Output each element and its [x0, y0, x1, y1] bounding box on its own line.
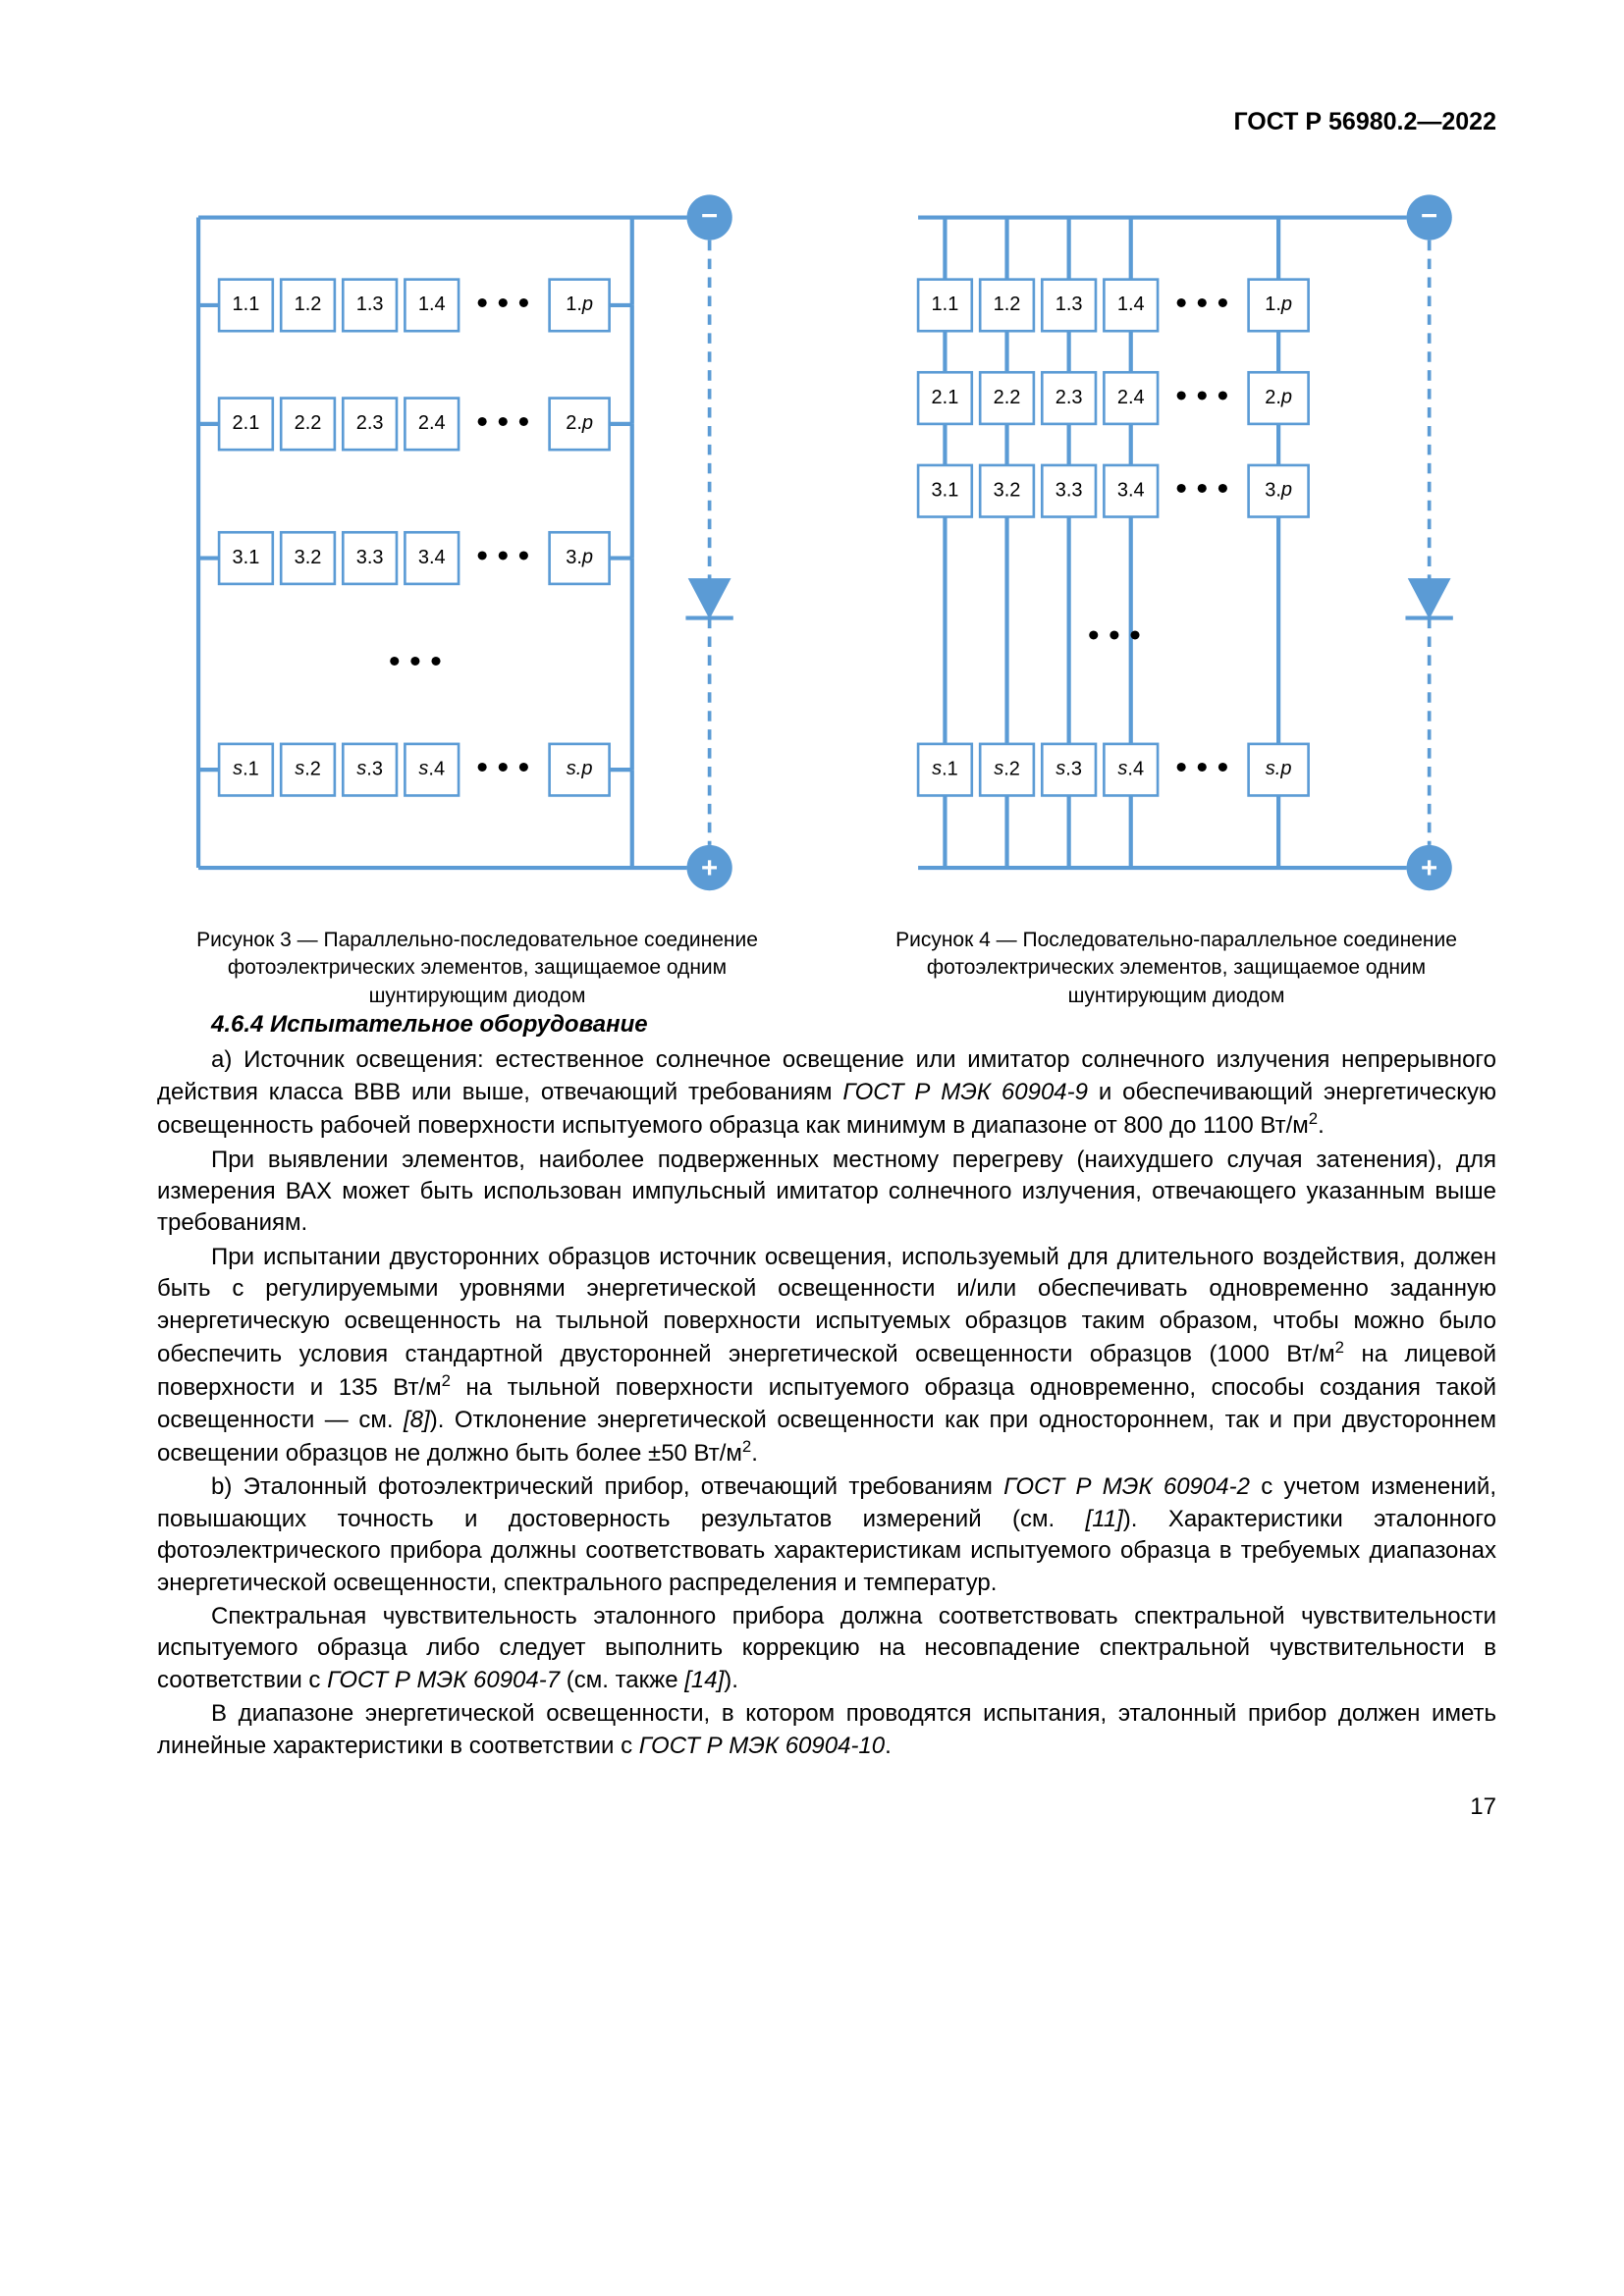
- p5r1: ГОСТ Р МЭК 60904-7: [327, 1667, 560, 1693]
- row-s: s.1 s.2 s.3 s.4 • • • s.p: [198, 744, 632, 868]
- svg-text:s.1: s.1: [932, 758, 958, 779]
- svg-text:−: −: [701, 199, 718, 232]
- svg-text:2.p: 2.p: [1265, 387, 1292, 408]
- p6r: ГОСТ Р МЭК 60904-10: [639, 1733, 885, 1759]
- svg-text:s.1: s.1: [233, 758, 259, 779]
- svg-text:3.3: 3.3: [356, 547, 384, 568]
- p5r2: [14]: [684, 1667, 724, 1693]
- para-3: При испытании двусторонних образцов исто…: [157, 1242, 1496, 1470]
- svg-text:2.4: 2.4: [418, 412, 446, 434]
- svg-text:• • •: • • •: [1175, 471, 1228, 507]
- p4a: b) Эталонный фотоэлектрический прибор, о…: [211, 1473, 1003, 1500]
- p1sup: 2: [1309, 1109, 1318, 1128]
- svg-text:3.2: 3.2: [994, 480, 1021, 502]
- svg-text:• • •: • • •: [389, 643, 442, 679]
- figure-3-svg: − + 1.1 1.2: [157, 187, 797, 909]
- svg-text:1.1: 1.1: [233, 294, 260, 315]
- svg-text:s.3: s.3: [1056, 758, 1082, 779]
- svg-text:• • •: • • •: [1175, 750, 1228, 786]
- para-6: В диапазоне энергетической освещенности,…: [157, 1698, 1496, 1762]
- svg-text:s.4: s.4: [418, 758, 445, 779]
- svg-text:3.1: 3.1: [932, 480, 959, 502]
- figures-row: − + 1.1 1.2: [157, 187, 1496, 1010]
- svg-text:2.3: 2.3: [1056, 387, 1083, 408]
- svg-text:• • •: • • •: [476, 750, 529, 786]
- svg-text:+: +: [1421, 852, 1437, 884]
- svg-text:2.3: 2.3: [356, 412, 384, 434]
- p4r1: ГОСТ Р МЭК 60904-2: [1003, 1473, 1250, 1500]
- para-a: a) Источник освещения: естественное солн…: [157, 1044, 1496, 1142]
- figure-4-svg: − + 1.1 1.2: [856, 187, 1496, 909]
- p3s1: 2: [1335, 1338, 1344, 1357]
- svg-text:+: +: [701, 852, 718, 884]
- svg-text:1.3: 1.3: [1056, 294, 1083, 315]
- svg-text:1.p: 1.p: [566, 294, 593, 315]
- svg-text:1.4: 1.4: [418, 294, 446, 315]
- svg-text:3.4: 3.4: [1117, 480, 1145, 502]
- p4r2: [11]: [1086, 1506, 1123, 1532]
- p3r: [8]: [404, 1407, 430, 1433]
- svg-text:2.1: 2.1: [233, 412, 260, 434]
- svg-text:2.2: 2.2: [994, 387, 1021, 408]
- p5b: (см. также: [560, 1667, 684, 1693]
- row-1: 1.1 1.2 1.3 1.4 • • • 1.p: [198, 218, 632, 332]
- figure-4: − + 1.1 1.2: [856, 187, 1496, 1010]
- svg-text:3.4: 3.4: [418, 547, 446, 568]
- svg-text:s.3: s.3: [356, 758, 383, 779]
- p3a: При испытании двусторонних образцов исто…: [157, 1244, 1496, 1367]
- page-number: 17: [1470, 1791, 1496, 1823]
- svg-text:3.2: 3.2: [295, 547, 322, 568]
- svg-text:• • •: • • •: [476, 403, 529, 440]
- para-5: Спектральная чувствительность эталонного…: [157, 1601, 1496, 1696]
- svg-text:s.p: s.p: [1266, 758, 1292, 779]
- p1c: .: [1318, 1112, 1325, 1139]
- svg-text:• • •: • • •: [1175, 285, 1228, 321]
- svg-text:• • •: • • •: [476, 285, 529, 321]
- svg-text:• • •: • • •: [1175, 378, 1228, 414]
- svg-text:s.2: s.2: [994, 758, 1020, 779]
- standard-header: ГОСТ Р 56980.2—2022: [1233, 108, 1496, 136]
- p3s3: 2: [742, 1437, 751, 1456]
- svg-text:3.3: 3.3: [1056, 480, 1083, 502]
- figure-3: − + 1.1 1.2: [157, 187, 797, 1010]
- p3s2: 2: [442, 1371, 451, 1390]
- body-text: 4.6.4 Испытательное оборудование a) Исто…: [157, 991, 1496, 1764]
- p6b: .: [885, 1733, 892, 1759]
- svg-text:s.4: s.4: [1117, 758, 1144, 779]
- p3e: .: [751, 1440, 758, 1467]
- svg-text:3.p: 3.p: [1265, 480, 1292, 502]
- section-4-6-4-head: 4.6.4 Испытательное оборудование: [157, 1009, 1496, 1041]
- svg-text:2.1: 2.1: [932, 387, 959, 408]
- svg-text:1.4: 1.4: [1117, 294, 1145, 315]
- svg-text:−: −: [1421, 199, 1437, 232]
- svg-text:2.p: 2.p: [566, 412, 593, 434]
- svg-text:1.2: 1.2: [295, 294, 322, 315]
- para-2: При выявлении элементов, наиболее подвер…: [157, 1145, 1496, 1240]
- svg-text:2.4: 2.4: [1117, 387, 1145, 408]
- svg-text:• • •: • • •: [1088, 617, 1141, 654]
- svg-text:1.1: 1.1: [932, 294, 959, 315]
- p5c: ).: [724, 1667, 738, 1693]
- svg-text:3.1: 3.1: [233, 547, 260, 568]
- svg-text:2.2: 2.2: [295, 412, 322, 434]
- svg-text:3.p: 3.p: [566, 547, 593, 568]
- svg-text:s.p: s.p: [567, 758, 593, 779]
- svg-text:1.2: 1.2: [994, 294, 1021, 315]
- svg-text:1.3: 1.3: [356, 294, 384, 315]
- svg-text:• • •: • • •: [476, 538, 529, 574]
- para-b: b) Эталонный фотоэлектрический прибор, о…: [157, 1471, 1496, 1599]
- p1ref: ГОСТ Р МЭК 60904-9: [842, 1079, 1088, 1105]
- svg-text:1.p: 1.p: [1265, 294, 1292, 315]
- svg-text:s.2: s.2: [295, 758, 321, 779]
